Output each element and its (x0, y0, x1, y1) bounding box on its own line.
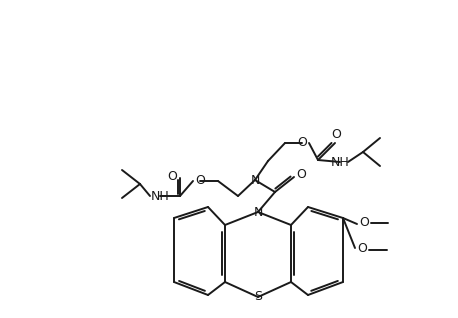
Text: O: O (359, 217, 369, 230)
Text: O: O (357, 243, 367, 255)
Text: O: O (296, 169, 306, 182)
Text: O: O (167, 169, 177, 183)
Text: O: O (297, 136, 307, 149)
Text: S: S (254, 291, 262, 303)
Text: N: N (251, 174, 260, 186)
Text: NH: NH (151, 190, 169, 203)
Text: O: O (331, 128, 341, 142)
Text: O: O (195, 175, 205, 188)
Text: N: N (253, 205, 263, 218)
Text: NH: NH (331, 156, 349, 169)
